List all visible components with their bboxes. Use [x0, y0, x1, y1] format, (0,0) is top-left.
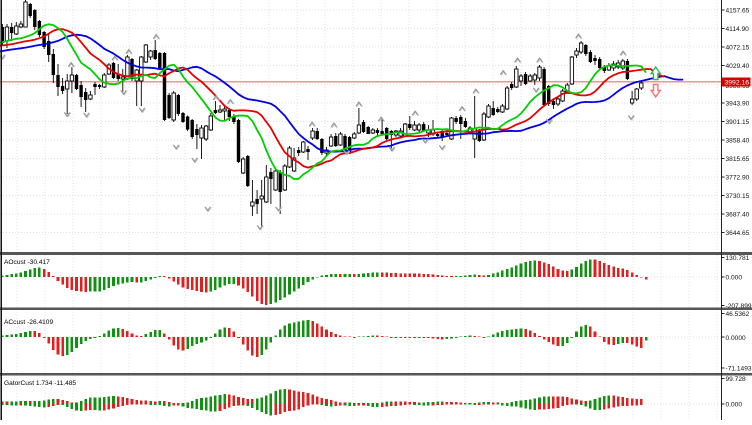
svg-text:3644.65: 3644.65 — [726, 230, 750, 237]
svg-text:-207.899: -207.899 — [726, 303, 752, 310]
svg-text:AOcust -30.417: AOcust -30.417 — [4, 259, 50, 266]
svg-text:130.781: 130.781 — [726, 255, 750, 262]
svg-text:4029.40: 4029.40 — [726, 63, 750, 70]
svg-text:3943.90: 3943.90 — [726, 100, 750, 107]
svg-text:4157.65: 4157.65 — [726, 8, 750, 15]
svg-text:3986.65: 3986.65 — [726, 83, 750, 90]
svg-text:4114.90: 4114.90 — [726, 26, 750, 33]
svg-text:-71.1493: -71.1493 — [726, 366, 752, 373]
svg-text:ACcust -26.4109: ACcust -26.4109 — [4, 319, 53, 326]
svg-text:3992.16: 3992.16 — [725, 80, 750, 87]
svg-text:0.000: 0.000 — [726, 401, 743, 408]
svg-text:0.000: 0.000 — [726, 274, 743, 281]
svg-text:3687.40: 3687.40 — [726, 212, 750, 219]
svg-text:GatorCust 1.734 -11.485: GatorCust 1.734 -11.485 — [4, 380, 76, 387]
svg-text:3901.15: 3901.15 — [726, 119, 750, 126]
svg-text:3858.40: 3858.40 — [726, 137, 750, 144]
svg-text:0.0000: 0.0000 — [726, 335, 747, 342]
svg-text:3730.15: 3730.15 — [726, 193, 750, 200]
svg-text:4072.15: 4072.15 — [726, 45, 750, 52]
svg-text:99.728: 99.728 — [726, 376, 747, 383]
svg-text:3772.90: 3772.90 — [726, 175, 750, 182]
svg-text:46.5362: 46.5362 — [726, 311, 750, 318]
svg-text:3815.65: 3815.65 — [726, 156, 750, 163]
